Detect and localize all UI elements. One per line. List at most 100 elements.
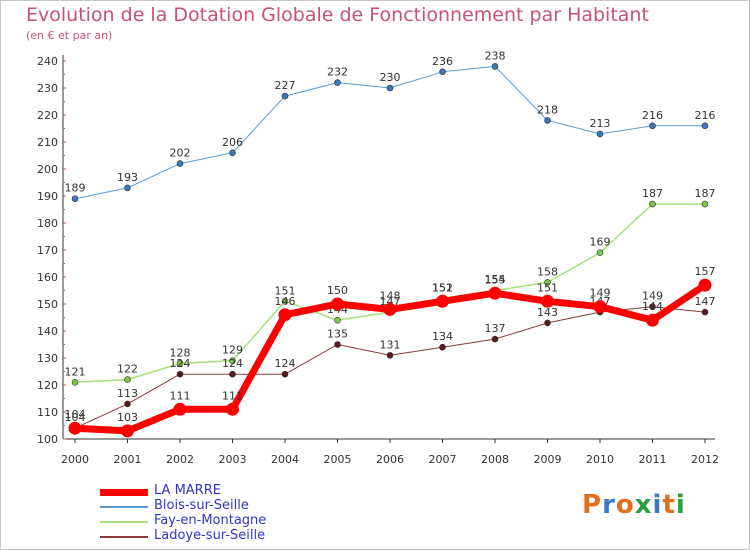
data-point: [646, 313, 659, 327]
x-tick-label: 2005: [324, 453, 352, 466]
data-label: 202: [170, 147, 191, 160]
logo-letter: P: [582, 490, 603, 520]
data-label: 238: [485, 49, 506, 62]
data-point: [596, 130, 604, 138]
x-tick-label: 2010: [586, 453, 614, 466]
data-label: 154: [485, 273, 506, 286]
y-tick-label: 150: [37, 298, 58, 311]
x-tick-label: 2004: [271, 453, 299, 466]
data-point: [649, 122, 656, 130]
data-point: [491, 335, 499, 343]
data-label: 137: [485, 322, 506, 335]
logo-letter: x: [634, 490, 653, 520]
data-point: [334, 316, 341, 324]
y-tick-label: 110: [37, 406, 58, 419]
logo-letter: t: [662, 490, 676, 520]
legend-label: Blois-sur-Seille: [154, 498, 249, 513]
data-point: [334, 341, 341, 348]
data-label: 147: [380, 295, 401, 308]
data-label: 230: [380, 71, 401, 84]
data-label: 150: [327, 284, 348, 297]
data-label: 128: [170, 346, 191, 359]
data-label: 227: [275, 79, 296, 92]
data-point: [386, 351, 394, 359]
data-point: [649, 200, 656, 208]
data-label: 103: [117, 411, 138, 424]
chart-title: Evolution de la Dotation Globale de Fonc…: [26, 4, 649, 26]
data-point: [173, 402, 187, 416]
data-label: 187: [695, 187, 716, 200]
logo-letter: i: [675, 490, 686, 520]
data-point: [281, 370, 289, 378]
data-point: [701, 308, 709, 316]
data-label: 149: [642, 290, 663, 303]
data-point: [68, 421, 82, 435]
data-point: [439, 68, 446, 76]
data-label: 135: [327, 328, 348, 341]
y-tick-label: 190: [37, 190, 58, 203]
data-label: 189: [65, 182, 86, 195]
data-label: 134: [432, 330, 453, 343]
data-point: [281, 92, 289, 100]
data-label: 121: [65, 365, 86, 378]
data-point: [121, 424, 134, 438]
line-chart: 100 110 120 130 140 150 160 170 180 190 200 210 220 2…: [37, 49, 719, 466]
data-label: 236: [432, 55, 453, 68]
data-point: [124, 400, 131, 408]
y-tick-label: 170: [37, 244, 58, 257]
data-label: 146: [275, 295, 296, 308]
data-point: [541, 294, 554, 308]
data-label: 206: [222, 136, 243, 149]
x-tick-label: 2001: [114, 453, 142, 466]
x-tick-label: 2007: [429, 453, 457, 466]
data-label: 169: [590, 236, 611, 249]
data-point: [176, 370, 184, 378]
data-point: [71, 195, 79, 202]
data-label: 124: [275, 357, 296, 370]
data-label: 151: [275, 284, 296, 297]
x-tick-label: 2011: [639, 453, 667, 466]
data-point: [386, 84, 394, 92]
data-point: [488, 286, 502, 300]
data-label: 147: [695, 295, 716, 308]
data-point: [649, 303, 656, 311]
x-tick-label: 2002: [166, 453, 194, 466]
data-label: 124: [170, 357, 191, 370]
data-label: 113: [117, 387, 138, 400]
data-label: 131: [380, 338, 401, 351]
data-point: [334, 79, 341, 86]
data-label: 111: [222, 389, 243, 402]
legend-swatch: [100, 536, 148, 538]
data-label: 213: [590, 117, 611, 130]
y-tick-label: 240: [37, 55, 58, 68]
data-point: [544, 117, 551, 124]
x-tick-label: 2012: [691, 453, 719, 466]
data-point: [176, 360, 184, 367]
data-point: [439, 343, 446, 351]
y-tick-label: 210: [37, 136, 58, 149]
data-label: 129: [222, 344, 243, 357]
data-label: 151: [537, 281, 558, 294]
x-tick-label: 2000: [61, 453, 89, 466]
legend-swatch: [100, 506, 148, 508]
data-point: [331, 297, 344, 311]
data-point: [593, 300, 607, 314]
data-point: [229, 370, 236, 378]
y-tick-label: 180: [37, 217, 58, 230]
logo-letter: o: [615, 490, 635, 520]
data-point: [124, 184, 131, 192]
data-label: 216: [695, 109, 716, 122]
data-label: 124: [222, 357, 243, 370]
y-tick-label: 160: [37, 271, 58, 284]
data-point: [544, 319, 551, 327]
data-point: [71, 378, 79, 386]
data-point: [383, 302, 397, 316]
data-point: [176, 160, 184, 167]
data-point: [278, 308, 292, 322]
y-tick-label: 140: [37, 325, 58, 338]
data-point: [436, 294, 449, 308]
data-label: 149: [590, 287, 611, 300]
x-tick-label: 2003: [219, 453, 247, 466]
logo-letter: i: [652, 490, 663, 520]
logo-letter: r: [602, 490, 616, 520]
